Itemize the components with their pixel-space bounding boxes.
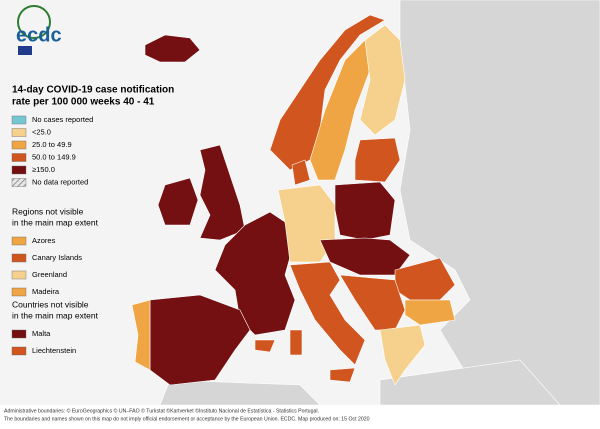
legend-section-title: Regions not visible: [12, 206, 84, 216]
legend-swatch: [11, 346, 27, 356]
legend-label: <25.0: [32, 127, 51, 136]
legend-swatch: [11, 115, 27, 125]
legend-section-title: in the main map extent: [12, 310, 99, 320]
eu-flag: [18, 46, 32, 55]
legend-label: ≥150.0: [32, 165, 55, 174]
legend-swatch: [11, 140, 27, 150]
legend-label: Madeira: [32, 287, 60, 296]
legend-swatch: [11, 287, 27, 297]
legend-swatch: [11, 236, 27, 246]
legend-label: Liechtenstein: [32, 346, 76, 355]
legend-swatch: [11, 270, 27, 280]
legend-swatch: [11, 253, 27, 263]
footer-bg: [0, 405, 600, 424]
legend-label: Greenland: [32, 270, 67, 279]
legend-label: Canary Islands: [32, 253, 82, 262]
legend-title: 14-day COVID-19 case notification: [12, 85, 174, 96]
legend-label: 25.0 to 49.9: [32, 140, 72, 149]
map-land: [131, 0, 600, 406]
legend-section-title: Countries not visible: [12, 299, 89, 309]
logo-globe: [17, 5, 51, 39]
logo: ecdc: [16, 24, 62, 46]
legend-section-title: in the main map extent: [12, 217, 99, 227]
legend-label: 50.0 to 149.9: [32, 152, 76, 161]
footer: The boundaries and names shown on this m…: [4, 416, 370, 422]
legend-swatch: [11, 178, 27, 187]
legend-label: Malta: [32, 329, 51, 338]
legend-swatch: [11, 128, 27, 137]
footer: Administrative boundaries: © EuroGeograp…: [4, 407, 319, 414]
legend-swatch: [11, 329, 27, 339]
legend-swatch: [11, 165, 27, 175]
legend-title: rate per 100 000 weeks 40 - 41: [12, 97, 155, 108]
legend-label: No data reported: [32, 177, 88, 186]
legend-label: Azores: [32, 236, 56, 245]
legend-label: No cases reported: [32, 115, 93, 124]
legend-swatch: [11, 153, 27, 162]
